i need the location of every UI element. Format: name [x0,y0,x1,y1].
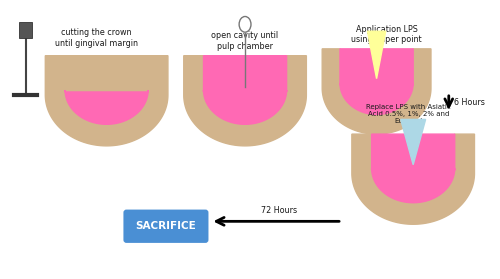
Polygon shape [322,49,431,134]
FancyBboxPatch shape [124,210,208,243]
FancyBboxPatch shape [18,22,32,38]
Text: cutting the crown
until gingival margin: cutting the crown until gingival margin [55,28,138,48]
Text: open cavity until
pulp chamber: open cavity until pulp chamber [212,32,278,51]
Text: SACRIFICE: SACRIFICE [136,221,196,231]
Text: Application LPS
using paper point: Application LPS using paper point [351,25,422,44]
Polygon shape [184,56,306,146]
Polygon shape [46,56,168,146]
Polygon shape [340,49,413,114]
Polygon shape [65,90,148,124]
Text: 72 Hours: 72 Hours [260,206,296,215]
Polygon shape [400,119,425,165]
Text: Replace LPS with Asiatic
Acid 0.5%, 1%, 2% and
Eugenol: Replace LPS with Asiatic Acid 0.5%, 1%, … [366,104,450,124]
Polygon shape [204,56,286,124]
Polygon shape [368,31,386,79]
Text: 6 Hours: 6 Hours [454,98,484,107]
Polygon shape [352,134,474,224]
Polygon shape [372,134,454,203]
